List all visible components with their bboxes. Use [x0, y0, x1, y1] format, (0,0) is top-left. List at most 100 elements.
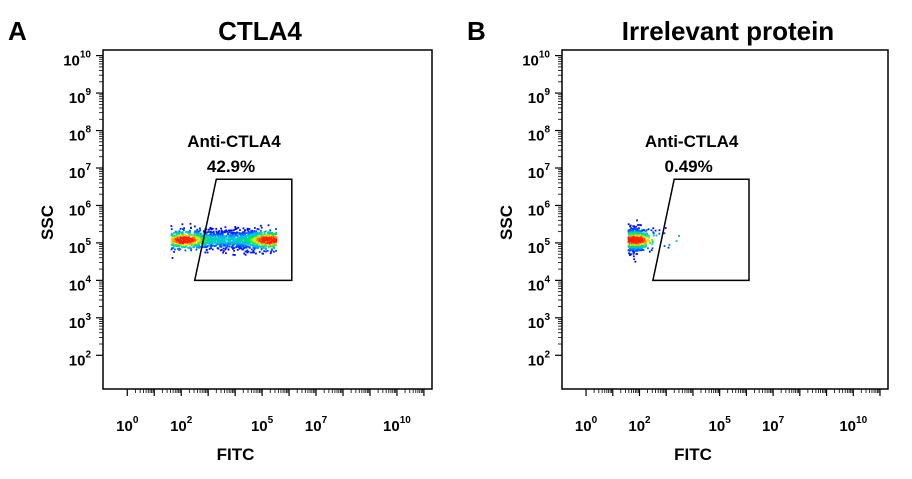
event-dot — [217, 235, 220, 238]
event-dot — [642, 246, 645, 248]
event-dot — [647, 247, 649, 250]
event-dot — [274, 242, 277, 245]
event-dot — [642, 243, 645, 245]
event-dot — [271, 239, 274, 241]
event-dot — [233, 249, 235, 252]
event-dot — [210, 227, 213, 230]
event-dot — [198, 245, 201, 248]
event-dot — [247, 250, 250, 253]
event-dot — [196, 240, 199, 243]
event-dot — [269, 236, 272, 239]
event-dot — [251, 233, 254, 236]
event-dot — [641, 229, 644, 232]
event-dot — [174, 231, 177, 234]
event-dot — [636, 245, 639, 248]
event-dot — [263, 238, 266, 240]
event-dot — [248, 236, 251, 239]
event-dot — [252, 241, 254, 243]
event-dot — [634, 247, 636, 250]
event-dot — [229, 239, 232, 242]
event-dot — [275, 231, 278, 234]
event-dot — [193, 239, 196, 242]
event-dot — [271, 244, 273, 247]
event-dot — [251, 244, 253, 246]
event-dot — [221, 236, 224, 239]
gate-name-label: Anti-CTLA4 — [645, 132, 739, 151]
event-dot — [254, 238, 257, 241]
event-dot — [636, 243, 638, 246]
event-dot — [251, 231, 254, 233]
event-dot — [210, 245, 213, 247]
event-dot — [259, 240, 261, 243]
event-dot — [224, 231, 226, 234]
event-dot — [212, 233, 215, 236]
event-dot — [245, 237, 247, 240]
event-dot — [243, 246, 246, 249]
event-dot — [226, 233, 229, 236]
event-dot — [201, 237, 204, 240]
event-dot — [634, 240, 637, 242]
event-dot — [190, 247, 193, 250]
event-dot — [265, 242, 268, 245]
event-dot — [227, 237, 230, 239]
event-dot — [264, 236, 267, 239]
event-dot — [261, 240, 264, 242]
event-dot — [202, 244, 204, 247]
event-dot — [199, 236, 202, 239]
event-dot — [631, 239, 634, 242]
event-dot — [635, 249, 637, 252]
event-dot — [268, 232, 271, 235]
event-dot — [636, 233, 639, 235]
event-dot — [170, 225, 173, 227]
event-dot — [189, 241, 192, 244]
event-dot — [210, 247, 213, 250]
event-dot — [219, 249, 222, 252]
event-dot — [242, 242, 245, 244]
event-dot — [250, 236, 252, 239]
event-dot — [208, 248, 211, 250]
event-dot — [226, 243, 229, 245]
event-dot — [272, 233, 275, 236]
event-dot — [178, 230, 181, 232]
event-dot — [224, 248, 227, 251]
event-dot — [247, 230, 250, 233]
event-dot — [635, 245, 638, 248]
event-dot — [651, 243, 654, 246]
event-dot — [206, 235, 209, 238]
event-dot — [244, 234, 247, 237]
event-dot — [245, 236, 248, 239]
event-dot — [635, 253, 638, 255]
event-dot — [184, 245, 187, 248]
event-dot — [664, 227, 667, 229]
y-tick-label: 102 — [528, 349, 551, 369]
event-dot — [215, 231, 218, 234]
event-dot — [234, 232, 237, 235]
event-dot — [265, 250, 267, 253]
event-dot — [627, 223, 630, 226]
event-dot — [634, 234, 636, 236]
event-dot — [235, 242, 238, 245]
event-dot — [262, 237, 265, 240]
event-dot — [222, 244, 225, 247]
event-dot — [632, 245, 635, 248]
event-dot — [204, 243, 207, 246]
event-dot — [178, 238, 181, 241]
event-dot — [658, 232, 661, 235]
event-dot — [171, 238, 174, 241]
event-dot — [647, 228, 650, 231]
event-dot — [631, 232, 634, 235]
event-dot — [227, 229, 230, 232]
event-dot — [267, 241, 270, 244]
event-dot — [631, 247, 633, 249]
event-dot — [241, 240, 243, 243]
event-dot — [220, 239, 223, 242]
event-dot — [675, 240, 678, 242]
event-dot — [170, 248, 173, 251]
event-dot — [236, 243, 239, 246]
event-dot — [220, 245, 223, 248]
event-dot — [184, 237, 187, 240]
event-dot — [186, 240, 188, 243]
event-dot — [259, 245, 261, 248]
event-dot — [173, 238, 175, 241]
event-dot — [201, 239, 204, 241]
